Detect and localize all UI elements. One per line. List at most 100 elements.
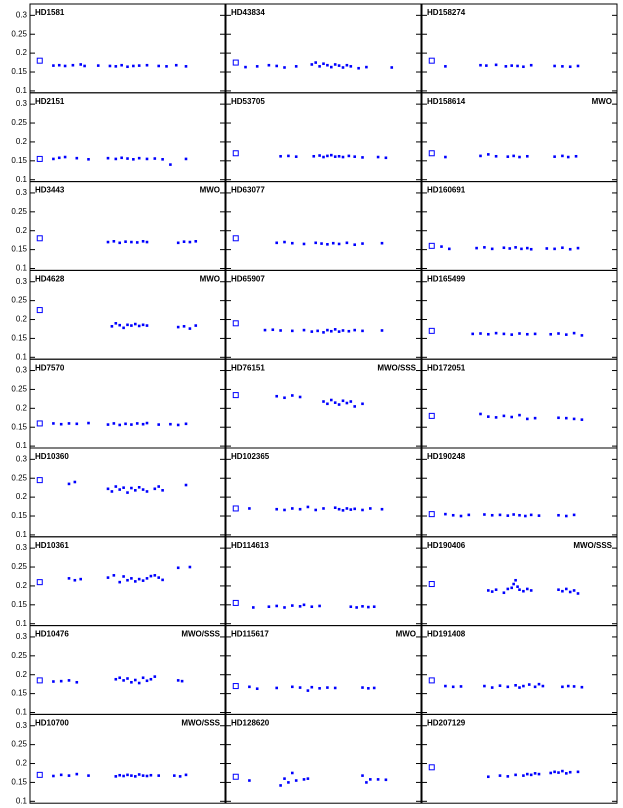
point — [444, 684, 447, 688]
point — [180, 679, 184, 683]
panel-title: HD7570 — [35, 363, 65, 372]
point — [59, 422, 63, 426]
point — [141, 323, 145, 327]
point — [283, 396, 286, 400]
point — [169, 163, 172, 166]
point — [369, 778, 372, 781]
point — [537, 514, 541, 517]
point — [526, 772, 529, 776]
point — [345, 401, 349, 405]
point — [132, 158, 135, 161]
point — [52, 64, 55, 67]
point — [487, 415, 490, 418]
point — [161, 158, 164, 161]
point — [106, 423, 110, 426]
panel-title: HD3443 — [35, 186, 65, 195]
point — [349, 508, 353, 511]
point — [565, 333, 568, 336]
point — [176, 566, 180, 570]
point — [141, 488, 145, 491]
point — [149, 574, 153, 578]
point — [316, 329, 319, 333]
y-tick-label: 0.2 — [16, 226, 28, 235]
point — [137, 156, 141, 160]
point — [52, 774, 55, 778]
panel-annotation: MWO — [200, 186, 220, 195]
point — [145, 774, 149, 778]
point — [345, 241, 349, 245]
point — [184, 422, 188, 426]
point — [537, 682, 541, 686]
point — [75, 156, 79, 160]
reference-marker — [232, 392, 239, 399]
point — [318, 604, 321, 608]
point — [361, 402, 364, 406]
point — [330, 398, 333, 402]
point — [314, 241, 317, 245]
point — [494, 331, 498, 335]
point — [298, 507, 302, 511]
point — [337, 154, 341, 158]
panel-title: HD165499 — [427, 275, 466, 284]
y-tick-label: 0.2 — [16, 403, 28, 412]
point — [122, 486, 125, 489]
point — [380, 329, 384, 332]
reference-marker — [428, 511, 435, 518]
point — [137, 64, 141, 67]
point — [178, 775, 182, 778]
point — [504, 65, 508, 68]
point — [194, 324, 198, 327]
y-tick-label: 0.3 — [16, 721, 28, 730]
y-tick-label: 0.1 — [16, 86, 28, 95]
point — [529, 247, 533, 251]
point — [361, 508, 364, 512]
panel-frame — [421, 92, 618, 183]
point — [137, 577, 141, 581]
point — [114, 322, 118, 325]
reference-marker — [232, 505, 239, 512]
point — [376, 155, 380, 159]
point — [498, 774, 502, 777]
point — [565, 514, 568, 518]
point — [106, 156, 110, 160]
point — [330, 65, 333, 69]
point — [157, 64, 160, 68]
reference-marker — [36, 57, 43, 64]
panel-title: HD43834 — [231, 8, 265, 17]
point — [153, 574, 157, 577]
point — [322, 62, 325, 66]
point — [337, 242, 341, 246]
point — [130, 324, 133, 327]
point — [275, 64, 278, 68]
reference-marker — [428, 327, 435, 334]
point — [134, 775, 137, 778]
point — [514, 246, 517, 249]
y-tick-label: 0.25 — [11, 473, 27, 482]
y-tick-label: 0.25 — [11, 651, 27, 660]
point — [67, 774, 71, 777]
panel-frame — [421, 358, 618, 449]
point — [87, 774, 90, 777]
point — [267, 63, 271, 67]
reference-marker — [428, 242, 435, 249]
y-tick-label: 0.1 — [16, 175, 28, 184]
point — [294, 779, 298, 782]
panel-title: HD191408 — [427, 630, 466, 639]
point — [145, 490, 149, 493]
point — [298, 686, 302, 689]
point — [568, 65, 572, 69]
point — [52, 422, 55, 425]
point — [291, 685, 294, 689]
point — [349, 605, 353, 609]
point — [326, 63, 329, 67]
point — [526, 154, 529, 158]
point — [529, 513, 533, 517]
point — [57, 63, 61, 67]
point — [184, 65, 188, 68]
reference-marker — [36, 307, 43, 314]
y-tick-label: 0.2 — [16, 759, 28, 768]
point — [529, 589, 533, 592]
point — [361, 774, 364, 777]
point — [514, 578, 517, 582]
point — [141, 240, 145, 243]
